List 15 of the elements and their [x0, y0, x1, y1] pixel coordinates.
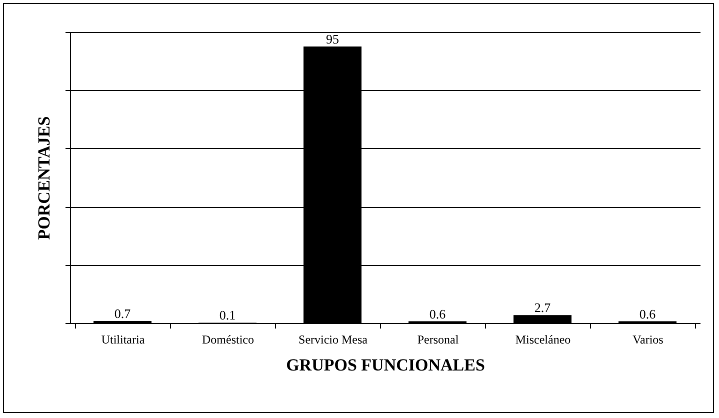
- x-tick-label: Misceláneo: [515, 332, 571, 346]
- x-tick-label: Doméstico: [202, 332, 254, 346]
- data-label: 0.7: [114, 306, 132, 321]
- x-tick-label: Varios: [632, 332, 664, 346]
- data-label: 95: [326, 32, 339, 47]
- x-axis-title: GRUPOS FUNCIONALES: [286, 356, 485, 374]
- data-label: 0.1: [219, 308, 236, 323]
- y-axis-title: PORCENTAJES: [34, 116, 54, 240]
- data-label: 0.6: [639, 306, 656, 322]
- data-label: 0.6: [429, 306, 446, 322]
- bar: [514, 315, 572, 323]
- data-label: 2.7: [534, 300, 552, 316]
- x-tick-label: Utilitaria: [101, 332, 146, 346]
- x-tick-label: Personal: [417, 332, 460, 346]
- x-tick-label: Servicio Mesa: [298, 332, 368, 346]
